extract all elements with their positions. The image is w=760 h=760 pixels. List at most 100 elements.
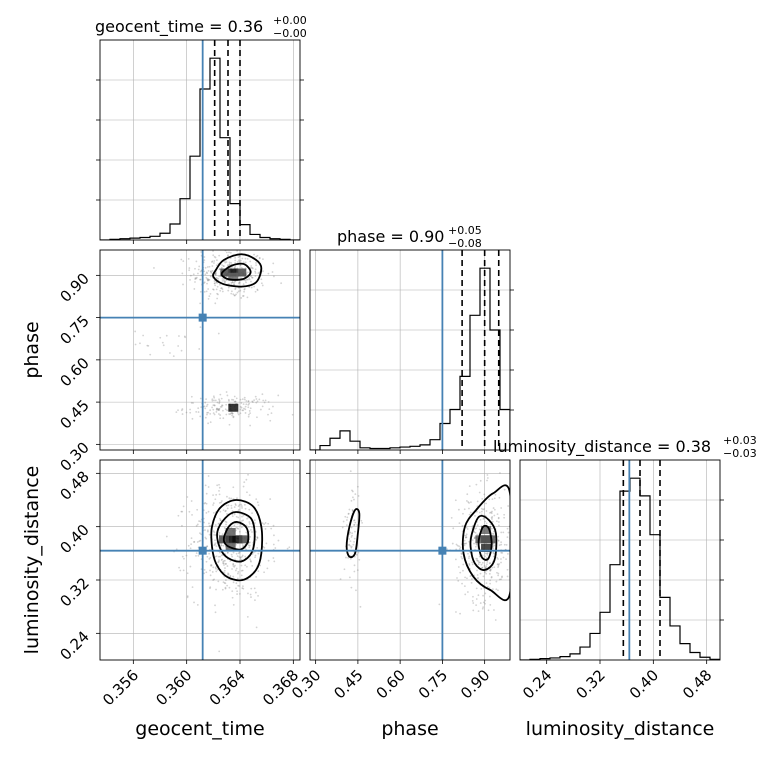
sample-point	[261, 284, 264, 287]
sample-point	[512, 549, 514, 551]
sample-point	[255, 262, 257, 264]
sample-point	[217, 560, 220, 563]
sample-point	[234, 256, 237, 259]
sample-point	[225, 261, 228, 263]
sample-point	[476, 544, 478, 546]
sample-point	[216, 407, 218, 410]
sample-point	[459, 612, 461, 615]
sample-point	[477, 594, 480, 597]
sample-point	[248, 410, 251, 412]
sample-point	[257, 504, 260, 507]
sample-point	[273, 534, 275, 537]
sample-point	[463, 508, 466, 511]
sample-point	[213, 578, 216, 581]
sample-point	[230, 283, 233, 286]
sample-point	[359, 605, 362, 608]
sample-point	[489, 603, 492, 606]
sample-point	[182, 260, 185, 263]
sample-point	[194, 281, 196, 283]
sample-point	[213, 399, 215, 402]
sample-point	[476, 559, 478, 562]
sample-point	[251, 531, 253, 533]
sample-point	[212, 566, 215, 569]
sample-point	[506, 575, 509, 578]
sample-point	[498, 544, 501, 547]
sample-point	[263, 571, 265, 574]
sample-point	[245, 278, 248, 281]
sample-point	[253, 519, 256, 522]
sample-point	[239, 405, 242, 408]
sample-point	[251, 512, 253, 514]
sample-point	[480, 563, 483, 566]
x-tick-label: 0.360	[152, 666, 195, 709]
sample-point	[511, 507, 513, 509]
sample-point	[215, 408, 218, 411]
sample-point	[179, 569, 182, 572]
sample-point	[197, 554, 200, 557]
sample-point	[236, 593, 238, 595]
sample-point	[256, 536, 259, 538]
sample-point	[489, 582, 491, 585]
sample-point	[244, 408, 247, 411]
sample-point	[356, 569, 359, 572]
sample-point	[503, 513, 506, 516]
sample-point	[262, 258, 264, 261]
sample-point	[232, 551, 235, 554]
sample-point	[234, 288, 237, 291]
sample-point	[351, 509, 354, 511]
sample-point	[481, 561, 484, 564]
sample-point	[237, 572, 239, 575]
sample-point	[250, 265, 253, 267]
sample-point	[481, 497, 484, 500]
sample-point	[231, 414, 233, 417]
panel-frame	[519, 459, 721, 661]
sample-point	[232, 603, 235, 606]
title-luminosity-distance-plus: +0.03	[723, 434, 757, 447]
sample-point	[220, 405, 223, 408]
sample-point	[214, 272, 217, 274]
sample-point	[479, 561, 481, 564]
sample-point	[491, 532, 494, 535]
sample-point	[180, 258, 183, 261]
sample-point	[230, 292, 233, 295]
sample-point	[491, 588, 494, 591]
sample-point	[200, 251, 203, 253]
contour-line	[477, 524, 493, 561]
sample-point	[229, 574, 232, 577]
sample-point	[457, 508, 460, 511]
title-geocent-time-minus: −0.00	[273, 27, 307, 40]
sample-point	[185, 554, 188, 557]
sample-point	[233, 266, 236, 269]
sample-point	[233, 506, 236, 508]
sample-point	[180, 349, 183, 352]
sample-point	[219, 414, 222, 416]
contour-line	[461, 484, 510, 601]
sample-point	[232, 293, 235, 296]
phase-vs-geocent-time-panel	[96, 249, 301, 454]
sample-point	[219, 405, 222, 408]
sample-point	[207, 486, 210, 488]
sample-point	[221, 404, 224, 407]
sample-point	[480, 513, 483, 516]
truth-marker	[438, 546, 447, 555]
sample-point	[474, 531, 477, 534]
sample-point	[197, 411, 200, 413]
sample-point	[199, 326, 202, 329]
sample-point	[231, 398, 233, 401]
sample-point	[491, 520, 494, 523]
histogram-step-line	[310, 267, 510, 450]
x-tick-label: 0.24	[519, 666, 555, 702]
sample-point	[247, 404, 250, 406]
sample-point	[356, 524, 359, 526]
sample-point	[506, 536, 509, 539]
sample-point	[227, 254, 229, 257]
sample-point	[195, 554, 197, 557]
sample-point	[511, 521, 513, 523]
sample-point	[486, 479, 488, 482]
sample-point	[219, 289, 222, 292]
sample-point	[476, 557, 479, 560]
sample-point	[206, 529, 209, 532]
sample-point	[462, 563, 465, 566]
sample-point	[348, 544, 350, 547]
sample-point	[476, 500, 479, 503]
